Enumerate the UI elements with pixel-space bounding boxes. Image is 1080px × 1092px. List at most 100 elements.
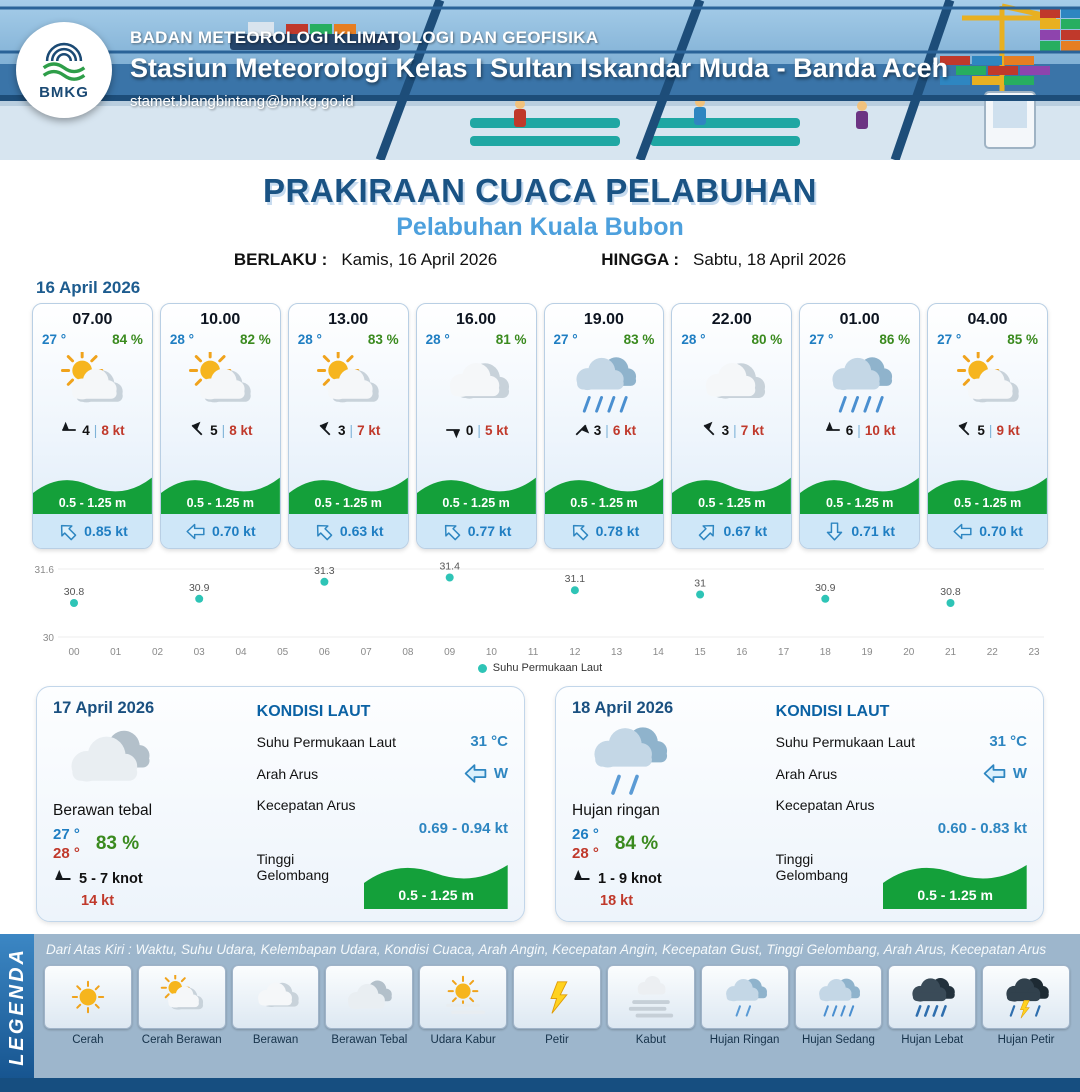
current-direction-value: W (493, 765, 508, 782)
wind-barb-icon (60, 421, 78, 439)
weather-condition-icon (545, 347, 664, 421)
wind-barb-icon (572, 869, 592, 889)
wave-height-label: Tinggi Gelombang (775, 851, 849, 883)
svg-text:19: 19 (861, 647, 873, 658)
legend-item: Hujan Sedang (794, 965, 883, 1046)
wave-height-band: 0.5 - 1.25 m (288, 470, 408, 514)
current-row: 0.63 kt (288, 514, 408, 548)
bmkg-logo-text: BMKG (39, 84, 89, 101)
current-direction-icon (692, 516, 722, 546)
wind-row: 3 | 6 kt (545, 421, 664, 439)
svg-text:04: 04 (235, 647, 247, 658)
current-direction-row: Arah Arus W (776, 761, 1027, 786)
current-speed-label: Kecepatan Arus (775, 797, 875, 813)
wind-gust-separator: | (349, 422, 354, 438)
svg-text:31.1: 31.1 (565, 573, 586, 585)
svg-text:18: 18 (820, 647, 832, 658)
air-temperature: 28 ° (297, 332, 322, 347)
svg-text:17: 17 (778, 647, 790, 658)
svg-text:30: 30 (43, 633, 55, 644)
wave-height-value: 0.5 - 1.25 m (570, 496, 638, 510)
wind-barb-icon (444, 421, 462, 439)
current-direction-icon (53, 516, 83, 546)
hourly-card: 22.00 28 ° 80 % 3 | 7 kt 0.5 - 1.25 m 0.… (671, 303, 793, 549)
wave-height-value: 0.5 - 1.25 m (398, 887, 474, 903)
relative-humidity: 86 % (879, 332, 911, 347)
daily-condition: Hujan ringan (572, 802, 660, 819)
weather-condition-icon (161, 347, 280, 421)
wave-height-value: 0.5 - 1.25 m (825, 496, 894, 510)
wind-gust-separator: | (988, 422, 993, 438)
sst-chart-legend: Suhu Permukaan Laut (30, 662, 1050, 674)
legend-label: Hujan Lebat (901, 1034, 964, 1046)
svg-text:03: 03 (194, 647, 206, 658)
daily-temp-min: 27 ° (53, 826, 80, 843)
current-direction-icon (309, 516, 339, 546)
validity-line: BERLAKU : Kamis, 16 April 2026 HINGGA : … (0, 250, 1080, 270)
hour-label: 07.00 (72, 311, 113, 328)
wind-row: 4 | 8 kt (33, 421, 152, 439)
current-speed-label: Kecepatan Arus (256, 797, 356, 813)
wind-speed: 4 (82, 422, 90, 438)
wave-height-band: 0.5 - 1.25 m (928, 470, 1047, 514)
hourly-card: 13.00 28 ° 83 % 3 | 7 kt 0.5 - 1.25 m 0.… (287, 303, 409, 549)
legend-label: Hujan Ringan (709, 1034, 780, 1046)
legend-weather-icon (794, 965, 883, 1029)
daily-condition: Berawan tebal (53, 802, 153, 819)
hour-label: 10.00 (200, 311, 241, 328)
wind-barb-icon (568, 417, 593, 442)
svg-text:21: 21 (945, 647, 957, 658)
hour-label: 04.00 (967, 311, 1008, 328)
legend-item: Petir (513, 965, 601, 1046)
legend-label: Cerah Berawan (141, 1034, 222, 1046)
daily-humidity: 83 % (95, 833, 140, 854)
header-banner: BMKG BADAN METEOROLOGI KLIMATOLOGI DAN G… (0, 0, 1080, 160)
wave-shape (416, 477, 536, 514)
hourly-card: 19.00 27 ° 83 % 3 | 6 kt 0.5 - 1.25 m 0.… (543, 303, 665, 549)
svg-text:31.4: 31.4 (439, 561, 460, 573)
sst-row: Suhu Permukaan Laut 31 °C (776, 733, 1027, 750)
wave-height-value: 0.5 - 1.25 m (442, 496, 510, 510)
legend-label: Kabut (635, 1034, 666, 1046)
legend-items-row: Cerah Cerah Berawan Berawan Berawan Teba… (44, 965, 1070, 1046)
wave-height-row: Tinggi Gelombang 0.5 - 1.25 m (776, 851, 1027, 909)
wind-barb-icon (184, 417, 209, 442)
wave-height-badge: 0.5 - 1.25 m (883, 855, 1027, 909)
wind-barb-icon (53, 869, 73, 889)
air-temperature: 28 ° (425, 332, 450, 347)
svg-text:13: 13 (611, 647, 623, 658)
daily-date: 18 April 2026 (572, 699, 674, 717)
current-speed-row: Kecepatan Arus (257, 797, 508, 813)
wave-height-value: 0.5 - 1.25 m (698, 496, 766, 510)
air-temperature: 28 ° (169, 332, 195, 347)
hourly-card: 01.00 27 ° 86 % 6 | 10 kt 0.5 - 1.25 m 0… (799, 303, 921, 549)
current-speed: 0.70 kt (979, 523, 1023, 539)
legend-item: Udara Kabur (419, 965, 508, 1046)
agency-name: BADAN METEOROLOGI KLIMATOLOGI DAN GEOFIS… (130, 28, 599, 47)
sst-value: 31 °C (989, 733, 1027, 750)
legend-label: Hujan Sedang (801, 1034, 875, 1046)
legend-strip: LEGENDA (0, 934, 34, 1078)
daily-card: 18 April 2026 Hujan ringan 26 ° 28 ° 84 … (555, 686, 1044, 922)
wind-speed: 5 (210, 422, 218, 438)
wind-row: 3 | 7 kt (672, 421, 791, 439)
current-speed-value: 0.69 - 0.94 kt (418, 820, 508, 837)
wind-gust-separator: | (733, 422, 737, 438)
sea-condition-column: KONDISI LAUT Suhu Permukaan Laut 31 °C A… (768, 699, 1027, 909)
relative-humidity: 83 % (367, 332, 399, 347)
legend-weather-icon (137, 965, 226, 1029)
wave-height-band: 0.5 - 1.25 m (672, 470, 792, 514)
wind-speed: 3 (721, 422, 730, 438)
daily-temps: 26 ° 28 ° 84 % (572, 826, 768, 862)
temp-humidity-row: 27 ° 83 % (545, 331, 664, 347)
wind-barb-icon (312, 417, 337, 442)
current-speed: 0.63 kt (339, 523, 384, 539)
svg-text:23: 23 (1028, 647, 1040, 658)
wave-shape (928, 477, 1047, 514)
current-direction-icon (185, 521, 206, 542)
daily-wind-row: 5 - 7 knot (53, 869, 249, 889)
legend-weather-icon (700, 965, 789, 1029)
sst-label: Suhu Permukaan Laut (256, 733, 396, 750)
wind-gust-separator: | (857, 422, 861, 438)
temp-humidity-row: 28 ° 83 % (289, 331, 408, 347)
